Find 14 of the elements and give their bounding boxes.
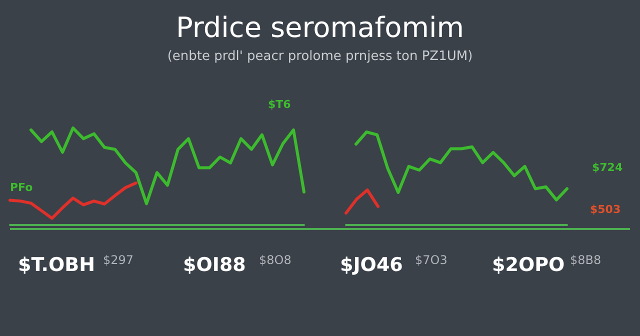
- text: $OI88: [183, 254, 246, 276]
- chart-title: Prdice seromafomim: [174, 11, 466, 44]
- text: $297: [103, 253, 134, 267]
- chart-subtitle: (enbte prdl' peacr prolome prnjess ton PZ1UM): [166, 49, 474, 64]
- text: $724: [592, 161, 623, 174]
- text: $8B8: [570, 253, 602, 267]
- text: $7O3: [415, 253, 448, 267]
- text: $JO46: [340, 254, 403, 276]
- text: $8O8: [259, 253, 292, 267]
- text: $2OPO: [492, 254, 565, 276]
- text: $T6: [268, 98, 291, 111]
- text: $503: [590, 203, 621, 216]
- text: $T.OBH: [18, 254, 96, 276]
- annotation: PFo: [10, 181, 33, 194]
